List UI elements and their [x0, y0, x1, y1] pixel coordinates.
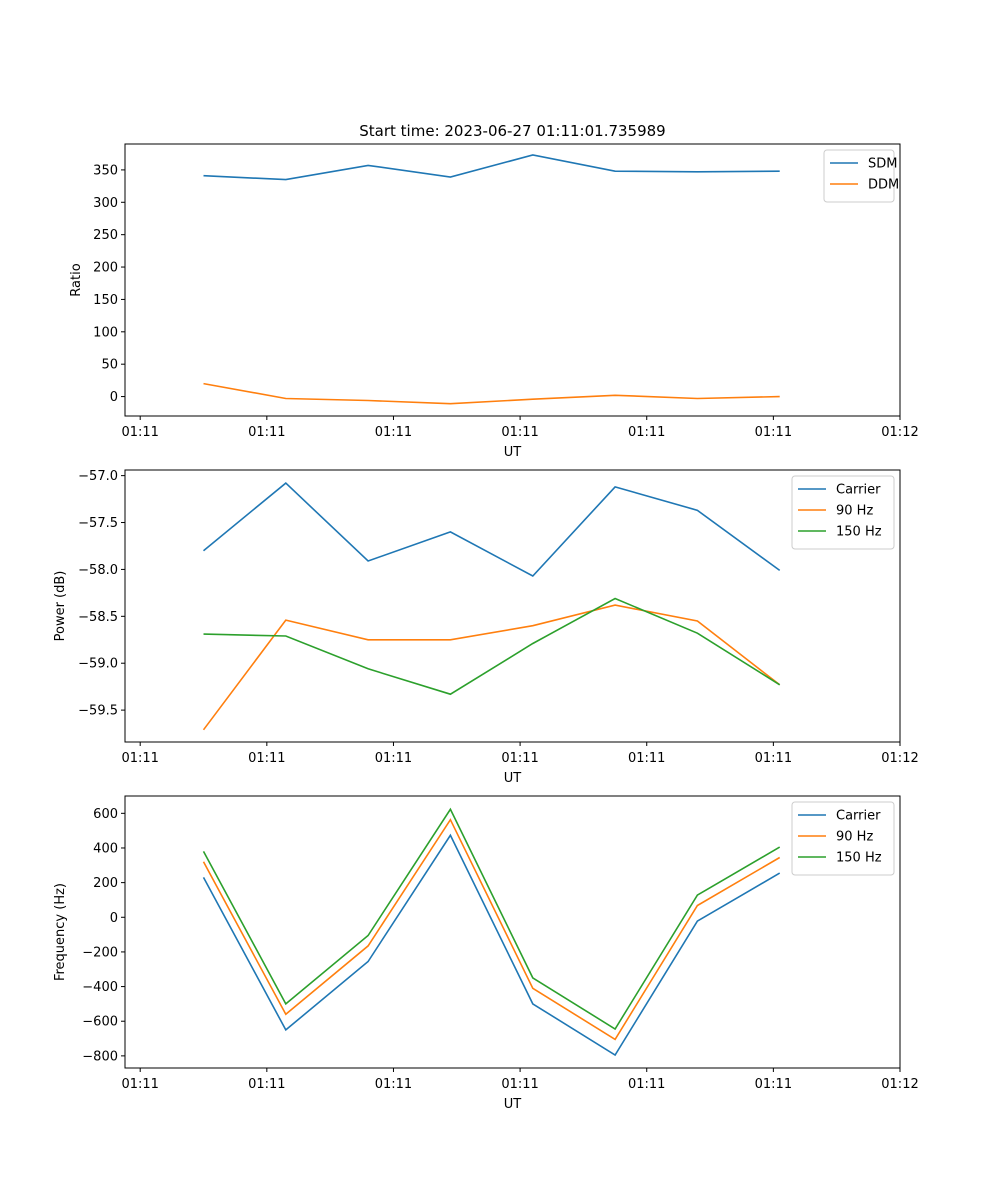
series-line-sdm — [203, 154, 780, 181]
series-line-ddm — [203, 382, 780, 405]
x-tick-label: 01:11 — [501, 1077, 538, 1092]
y-tick-label: 50 — [101, 358, 118, 373]
y-tick-label: −57.5 — [78, 516, 118, 531]
x-axis-label: UT — [504, 445, 522, 460]
legend-label: Carrier — [836, 809, 881, 824]
x-tick-label: 01:11 — [375, 1077, 412, 1092]
series-line-90-hz — [202, 604, 781, 731]
legend: Carrier 90 Hz 150 Hz — [791, 475, 895, 550]
x-tick-label: 01:11 — [755, 425, 792, 440]
y-tick-label: −59.0 — [78, 657, 118, 672]
y-tick-label: 150 — [93, 293, 118, 308]
series-line-150-hz — [202, 807, 781, 1031]
y-tick-label: 200 — [93, 261, 118, 276]
x-tick-label: 01:11 — [121, 425, 158, 440]
x-tick-label: 01:11 — [248, 1077, 285, 1092]
legend-label: 150 Hz — [836, 851, 882, 866]
y-tick-label: −600 — [82, 1015, 118, 1030]
y-tick-label: 250 — [93, 228, 118, 243]
x-tick-label: 01:11 — [375, 425, 412, 440]
y-tick-label: 300 — [93, 196, 118, 211]
axes-frame — [124, 469, 901, 743]
x-tick-label: 01:11 — [248, 751, 285, 766]
legend-label: 90 Hz — [836, 830, 873, 845]
y-tick-label: 200 — [93, 876, 118, 891]
legend-label: DDM — [868, 178, 899, 193]
y-tick-label: 350 — [93, 163, 118, 178]
subplot-2: −59.5 −59.0 −58.5 −58.0 −57.5 −57.0 01:11 01:11… — [53, 469, 919, 786]
x-tick-label: 01:11 — [628, 1077, 665, 1092]
y-tick-label: −59.5 — [78, 704, 118, 719]
x-tick-label: 01:11 — [501, 425, 538, 440]
y-tick-label: 0 — [110, 390, 118, 405]
y-axis-label: Ratio — [69, 263, 84, 296]
x-tick-label: 01:11 — [501, 751, 538, 766]
legend: SDM DDM — [823, 149, 899, 203]
x-tick-label: 01:11 — [248, 425, 285, 440]
x-axis-label: UT — [504, 1097, 522, 1112]
y-tick-label: −57.0 — [78, 469, 118, 484]
y-tick-label: 100 — [93, 325, 118, 340]
x-tick-label: 01:12 — [881, 751, 918, 766]
x-tick-label: 01:11 — [121, 751, 158, 766]
legend-label: 90 Hz — [836, 504, 873, 519]
x-tick-label: 01:11 — [375, 751, 412, 766]
subplots: 0 50 100 150 200 250 300 350 01:11 01:11 01:11 01:1… — [53, 143, 919, 1112]
x-tick-label: 01:11 — [628, 425, 665, 440]
y-tick-label: 600 — [93, 807, 118, 822]
x-tick-label: 01:11 — [628, 751, 665, 766]
y-tick-label: −200 — [82, 945, 118, 960]
series-line-90-hz — [202, 818, 781, 1041]
series-line-carrier — [202, 833, 781, 1057]
axes-frame — [124, 795, 901, 1069]
x-tick-label: 01:11 — [755, 1077, 792, 1092]
x-tick-label: 01:12 — [881, 425, 918, 440]
x-tick-label: 01:11 — [755, 751, 792, 766]
x-tick-label: 01:12 — [881, 1077, 918, 1092]
series-line-carrier — [202, 482, 781, 577]
y-tick-label: −58.5 — [78, 610, 118, 625]
axes-frame — [124, 143, 901, 417]
y-axis-label: Power (dB) — [53, 571, 68, 642]
series-line-150-hz — [203, 597, 781, 696]
subplot-1: 0 50 100 150 200 250 300 350 01:11 01:11 01:11 01:1… — [69, 143, 919, 460]
legend: Carrier 90 Hz 150 Hz — [791, 801, 895, 876]
y-tick-label: −58.0 — [78, 563, 118, 578]
legend-label: 150 Hz — [836, 525, 882, 540]
legend-label: Carrier — [836, 483, 881, 498]
y-tick-label: 400 — [93, 841, 118, 856]
subplot-3: −800 −600 −400 −200 0 200 400 600 01:11 01:11 01:1… — [53, 795, 919, 1112]
y-tick-label: 0 — [110, 911, 118, 926]
y-axis-label: Frequency (Hz) — [53, 883, 68, 981]
y-tick-label: −400 — [82, 980, 118, 995]
legend-label: SDM — [868, 157, 897, 172]
x-tick-label: 01:11 — [121, 1077, 158, 1092]
chart-title: Start time: 2023-06-27 01:11:01.735989 — [359, 122, 665, 140]
y-tick-label: −800 — [82, 1049, 118, 1064]
x-axis-label: UT — [504, 771, 522, 786]
